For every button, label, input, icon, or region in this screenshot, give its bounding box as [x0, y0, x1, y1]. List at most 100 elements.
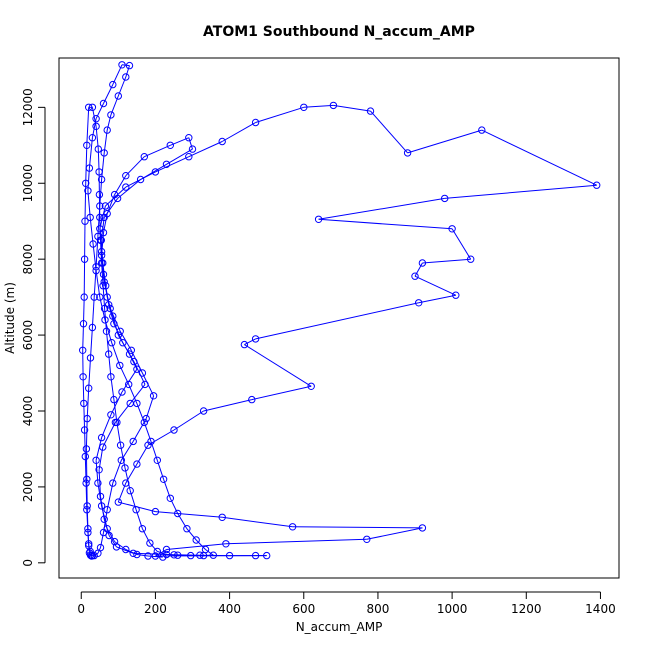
series-line-segment — [83, 297, 85, 324]
data-point — [100, 515, 108, 523]
data-point — [96, 293, 104, 301]
data-point — [84, 187, 92, 195]
series-line-segment — [157, 550, 167, 555]
series-line-segment — [451, 228, 472, 260]
series-line-segment — [87, 168, 90, 191]
series-line-segment — [102, 422, 116, 448]
series-line-segment — [155, 156, 190, 173]
y-tick-label: 0 — [21, 559, 35, 567]
data-point — [448, 225, 456, 233]
series-line-segment — [86, 509, 89, 533]
data-point — [81, 452, 90, 461]
data-point — [126, 487, 134, 495]
series-line-segment — [113, 399, 118, 423]
data-point — [82, 445, 91, 453]
data-point — [88, 103, 97, 112]
series-line-segment — [82, 376, 85, 404]
data-point — [122, 73, 130, 81]
series-line-segment — [84, 429, 86, 457]
data-point — [162, 550, 171, 559]
series-line-segment — [87, 190, 91, 218]
data-point — [251, 335, 260, 343]
data-point — [82, 179, 90, 188]
data-point — [188, 145, 197, 153]
series-line-segment — [101, 414, 112, 438]
data-point — [79, 346, 87, 354]
y-tick-label: 10000 — [21, 164, 35, 202]
data-point — [85, 103, 93, 112]
series-line-segment — [414, 262, 423, 277]
series-line-segment — [99, 217, 101, 241]
data-point — [125, 61, 134, 70]
series-line-segment — [366, 527, 423, 540]
data-point — [415, 299, 423, 307]
y-tick-label: 8000 — [21, 244, 35, 275]
data-point — [187, 551, 195, 560]
data-point — [94, 232, 102, 241]
data-point — [133, 399, 141, 408]
data-point — [307, 382, 315, 390]
series-line-segment — [120, 445, 126, 468]
data-point — [99, 99, 108, 108]
data-point — [96, 236, 105, 244]
data-point — [418, 259, 427, 267]
data-point — [83, 414, 91, 423]
series-line-segment — [111, 342, 121, 366]
series-line-segment — [173, 410, 204, 431]
series-line-segment — [95, 437, 103, 461]
data-point — [199, 407, 208, 415]
x-tick-label: 1000 — [437, 602, 468, 616]
series-line-segment — [147, 555, 163, 558]
data-point — [80, 399, 88, 408]
data-point — [153, 547, 162, 556]
data-point — [418, 524, 427, 532]
series-line-segment — [105, 186, 127, 207]
data-point — [183, 525, 191, 533]
series-line-segment — [414, 275, 457, 296]
series-line-segment — [85, 418, 88, 449]
x-tick-label: 600 — [292, 602, 315, 616]
series-line-segment — [422, 258, 471, 264]
axes: 0 200 400 600 800 1000 1200 1400 0 2000 4000 6000 80… — [21, 88, 616, 616]
data-point — [106, 304, 114, 313]
series-line-segment — [166, 554, 178, 556]
data-point — [114, 92, 123, 100]
data-point — [136, 175, 145, 184]
series-line-segment — [87, 532, 90, 546]
data-point — [170, 551, 178, 559]
data-point — [80, 293, 88, 301]
series-line-segment — [110, 391, 123, 416]
series-line-segment — [407, 129, 482, 154]
data-point — [149, 392, 158, 400]
data-point — [263, 551, 271, 560]
x-tick-label: 200 — [144, 602, 167, 616]
series-line-segment — [186, 528, 197, 541]
data-point — [119, 339, 127, 347]
data-point — [82, 479, 90, 487]
data-point — [159, 553, 167, 561]
series-line-segment — [99, 296, 106, 321]
data-point — [144, 552, 152, 560]
x-tick-label: 1200 — [511, 602, 542, 616]
data-point — [133, 365, 141, 373]
data-point — [101, 316, 109, 324]
data-point — [83, 506, 91, 514]
data-point — [122, 479, 130, 487]
data-point — [80, 426, 89, 434]
data-point — [314, 215, 323, 224]
data-point — [101, 202, 110, 210]
data-point — [81, 217, 89, 225]
data-point — [452, 291, 460, 299]
data-point — [151, 552, 160, 560]
series-line-segment — [444, 184, 597, 199]
series-line-segment — [86, 388, 90, 419]
data-point — [79, 320, 88, 328]
data-point — [92, 456, 100, 464]
series-line-segment — [103, 198, 119, 218]
series-line-segment — [144, 144, 171, 158]
data-point — [118, 388, 126, 396]
series-line-segment — [86, 107, 90, 146]
data-point — [329, 101, 338, 110]
series-line-segment — [100, 532, 104, 548]
series-line-segment — [98, 469, 101, 497]
